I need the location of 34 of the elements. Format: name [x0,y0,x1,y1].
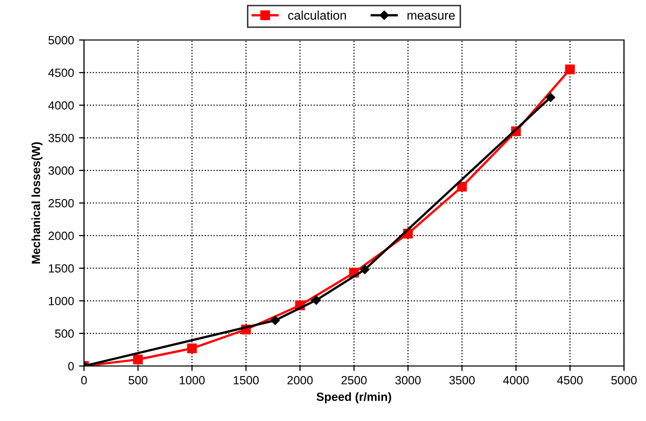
x-tick-label: 4500 [557,376,583,384]
point [360,264,370,274]
x-tick-label: 5000 [611,376,637,384]
point [133,354,143,364]
point [457,182,467,192]
point [565,64,575,74]
x-tick-label: 3500 [449,376,475,384]
y-tick-label: 4500 [48,68,74,77]
x-tick-label: 1000 [180,376,205,384]
point [187,344,197,354]
x-tick-label: 500 [128,376,148,384]
x-tick-label: 2000 [287,376,313,384]
y-tick-label: 3500 [48,134,74,142]
y-tick-label: 0 [68,362,74,370]
x-tick-label: 2500 [341,376,367,384]
legend-label: calculation [288,10,346,20]
y-tick-label: 1500 [48,264,74,273]
y-tick-label: 5000 [48,36,74,44]
y-tick-label: 1000 [48,296,74,306]
x-tick-label: 3000 [395,376,421,384]
x-axis-title: Speed (r/min) [316,392,392,404]
y-tick-label: 2500 [48,199,74,208]
y-axis-title: Mechanical losses(W) [31,142,42,264]
y-tick-label: 2000 [48,232,74,240]
x-tick-label: 0 [81,376,87,384]
point [546,92,556,102]
legend-label: measure [408,12,455,20]
y-tick-label: 500 [55,329,74,338]
point [312,296,321,305]
x-tick-label: 1500 [234,376,259,384]
point [270,316,280,325]
y-tick-label: 4000 [48,101,74,110]
x-tick-label: 4000 [503,376,529,384]
y-tick-label: 3000 [48,166,74,175]
